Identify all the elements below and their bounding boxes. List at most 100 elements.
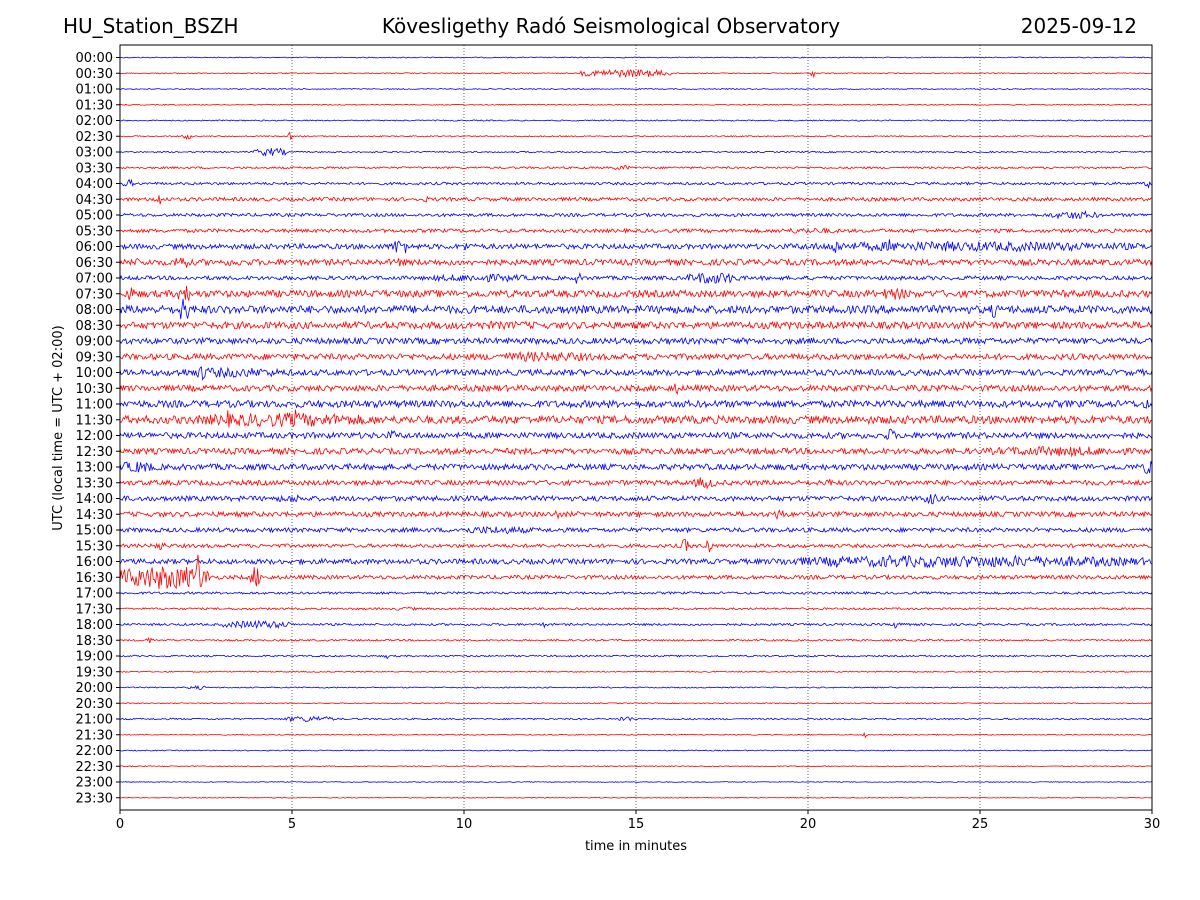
seismic-trace <box>119 765 1153 768</box>
seismic-trace <box>119 539 1153 553</box>
seismic-trace <box>119 554 1153 569</box>
y-tick-label: 12:00 <box>76 429 113 444</box>
y-tick-label: 18:30 <box>76 634 113 649</box>
seismic-trace <box>119 702 1153 705</box>
y-tick-label: 14:30 <box>76 508 113 523</box>
seismic-trace <box>119 781 1153 783</box>
station-name: HU_Station_BSZH <box>63 14 239 38</box>
y-tick-label: 05:00 <box>76 209 113 224</box>
y-tick-label: 01:30 <box>76 98 113 113</box>
seismic-trace <box>119 619 1153 629</box>
seismic-trace <box>119 68 1153 79</box>
y-tick-label: 22:30 <box>76 760 113 775</box>
seismic-trace <box>119 636 1153 644</box>
x-tick-label: 0 <box>116 817 124 832</box>
x-axis-label: time in minutes <box>585 839 687 854</box>
y-tick-label: 16:00 <box>76 555 113 570</box>
y-tick-label: 21:00 <box>76 713 113 728</box>
y-tick-label: 06:30 <box>76 256 113 271</box>
seismic-trace <box>119 445 1153 458</box>
y-tick-label: 02:00 <box>76 114 113 129</box>
seismic-trace <box>119 131 1153 141</box>
y-tick-label: 03:30 <box>76 161 113 176</box>
y-tick-label: 18:00 <box>76 618 113 633</box>
observatory-title: Kövesligethy Radó Seismological Observat… <box>381 14 841 38</box>
seismic-trace <box>119 239 1153 254</box>
seismic-trace <box>119 298 1153 320</box>
seismic-trace <box>119 366 1153 381</box>
seismic-trace <box>119 477 1153 490</box>
x-tick-label: 30 <box>1144 817 1161 832</box>
y-tick-label: 07:30 <box>76 287 113 302</box>
trace-group <box>119 56 1153 799</box>
y-tick-label: 21:30 <box>76 728 113 743</box>
seismic-trace <box>119 685 1153 690</box>
y-tick-label: 19:30 <box>76 665 113 680</box>
y-tick-label: 16:30 <box>76 571 113 586</box>
x-tick-label: 15 <box>628 817 645 832</box>
seismic-trace <box>119 554 1153 590</box>
y-tick-label: 12:30 <box>76 445 113 460</box>
seismic-trace <box>119 409 1153 428</box>
seismic-trace <box>119 383 1153 395</box>
seismic-trace <box>119 147 1153 157</box>
y-tick-label: 05:30 <box>76 224 113 239</box>
y-tick-label: 20:30 <box>76 697 113 712</box>
seismic-trace <box>119 525 1153 535</box>
y-tick-label: 23:00 <box>76 776 113 791</box>
record-date: 2025-09-12 <box>1020 14 1137 38</box>
y-tick-label: 03:00 <box>76 146 113 161</box>
y-tick-label: 08:30 <box>76 319 113 334</box>
seismic-trace <box>119 88 1153 91</box>
x-tick-label: 5 <box>288 817 296 832</box>
x-tick-label: 10 <box>456 817 473 832</box>
y-tick-label: 15:30 <box>76 539 113 554</box>
y-tick-label: 00:30 <box>76 67 113 82</box>
seismic-trace <box>119 272 1153 284</box>
seismic-trace <box>119 398 1153 409</box>
y-tick-label: 10:00 <box>76 366 113 381</box>
y-tick-label: 11:30 <box>76 413 113 428</box>
seismic-trace <box>119 195 1153 205</box>
seismic-trace <box>119 606 1153 611</box>
y-tick-label: 22:00 <box>76 744 113 759</box>
y-tick-label: 23:30 <box>76 791 113 806</box>
seismic-trace <box>119 654 1153 660</box>
y-axis-label: UTC (local time = UTC + 02:00) <box>51 325 66 530</box>
y-tick-label: 07:00 <box>76 272 113 287</box>
seismic-trace <box>119 119 1153 122</box>
y-tick-label: 06:00 <box>76 240 113 255</box>
y-tick-label: 14:00 <box>76 492 113 507</box>
seismic-trace <box>119 715 1153 723</box>
seismic-trace <box>119 56 1153 59</box>
seismic-trace <box>119 320 1153 331</box>
seismic-trace <box>119 461 1153 474</box>
seismic-trace <box>119 210 1153 220</box>
y-tick-label: 17:00 <box>76 587 113 602</box>
y-tick-label: 13:30 <box>76 476 113 491</box>
y-tick-label: 04:00 <box>76 177 113 192</box>
y-tick-label: 08:00 <box>76 303 113 318</box>
y-tick-label: 04:30 <box>76 193 113 208</box>
seismic-trace <box>119 493 1153 505</box>
seismic-trace <box>119 749 1153 752</box>
plot-background <box>120 45 1152 810</box>
y-tick-label: 17:30 <box>76 602 113 617</box>
y-tick-label: 15:00 <box>76 524 113 539</box>
y-tick-labels: 00:0000:3001:0001:3002:0002:3003:0003:30… <box>76 51 120 806</box>
y-tick-label: 20:00 <box>76 681 113 696</box>
seismic-trace <box>119 428 1153 441</box>
y-tick-label: 02:30 <box>76 130 113 145</box>
seismic-trace <box>119 227 1153 234</box>
x-tick-label: 20 <box>800 817 817 832</box>
x-tick-label: 25 <box>972 817 989 832</box>
seismic-trace <box>119 509 1153 521</box>
seismic-trace <box>119 590 1153 596</box>
seismic-trace <box>119 285 1153 302</box>
y-tick-label: 19:00 <box>76 650 113 665</box>
y-tick-label: 11:00 <box>76 398 113 413</box>
y-tick-label: 01:00 <box>76 83 113 98</box>
seismic-trace <box>119 164 1153 171</box>
seismic-trace <box>119 257 1153 268</box>
